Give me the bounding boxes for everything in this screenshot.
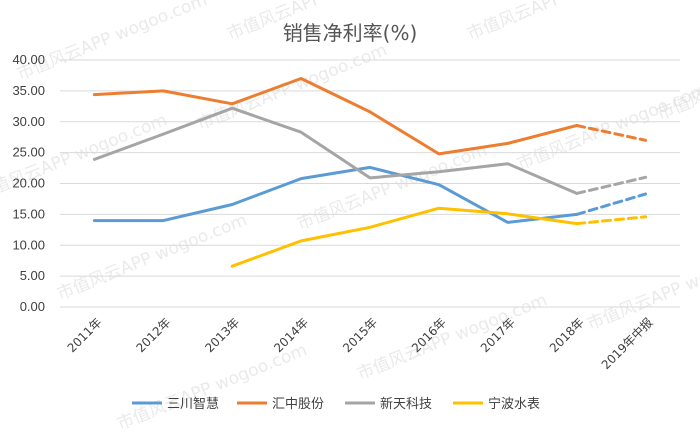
series-line	[230, 206, 579, 268]
watermark-text: 市值风云APP wogoo.com	[54, 210, 250, 305]
y-tick-label: 35.00	[12, 83, 45, 98]
y-axis: 0.00 5.00 10.00 15.00 20.00 25.00 30.00 35.00 40…	[12, 52, 45, 314]
legend-item: 宁波水表	[453, 396, 540, 412]
y-tick-label: 15.00	[12, 206, 45, 221]
x-tick-label: 2018年	[547, 315, 587, 355]
legend-item: 三川智慧	[132, 396, 219, 412]
watermark-text: 市值风云APP wogoo.com	[14, 0, 210, 85]
series-line-forecast	[575, 192, 648, 216]
chart-title: 销售净利率(%)	[283, 21, 418, 45]
y-tick-label: 20.00	[12, 176, 45, 191]
legend: 三川智慧 汇中股份 新天科技 宁波水表	[132, 396, 540, 412]
x-tick-label: 2011年	[65, 315, 105, 355]
series-layer	[92, 77, 648, 268]
series-line	[92, 106, 579, 195]
legend-item: 新天科技	[345, 396, 432, 412]
series-新天科技	[92, 106, 648, 195]
y-tick-label: 30.00	[12, 114, 45, 129]
legend-label: 新天科技	[380, 396, 432, 412]
series-line-forecast	[575, 215, 648, 226]
y-tick-label: 40.00	[12, 52, 45, 67]
grid-layer	[60, 59, 680, 308]
watermark-text: 市值风云APP wogoo.com	[654, 30, 700, 125]
x-tick-label: 2013年	[202, 315, 242, 355]
legend-label: 三川智慧	[167, 396, 219, 412]
series-line-forecast	[575, 175, 648, 195]
y-tick-label: 0.00	[20, 299, 45, 314]
series-line-forecast	[575, 124, 648, 142]
y-tick-label: 10.00	[12, 237, 45, 252]
y-tick-label: 25.00	[12, 145, 45, 160]
legend-label: 宁波水表	[488, 396, 540, 412]
x-tick-label: 2015年	[340, 315, 380, 355]
watermark-text: 市值风云APP wogoo.com	[194, 40, 390, 135]
watermark-text: 市值风云APP wogoo.com	[514, 80, 700, 175]
series-line	[92, 77, 579, 156]
watermark-text: 市值风云APP wogoo.com	[354, 290, 550, 385]
series-line	[92, 165, 579, 224]
series-三川智慧	[92, 165, 648, 224]
watermark-text: 市值风云APP wogoo.com	[464, 0, 660, 45]
series-汇中股份	[92, 77, 648, 156]
x-tick-label: 2012年	[133, 315, 173, 355]
y-tick-label: 5.00	[20, 268, 45, 283]
series-宁波水表	[230, 206, 648, 268]
legend-label: 汇中股份	[272, 397, 324, 412]
legend-item: 汇中股份	[237, 397, 324, 412]
